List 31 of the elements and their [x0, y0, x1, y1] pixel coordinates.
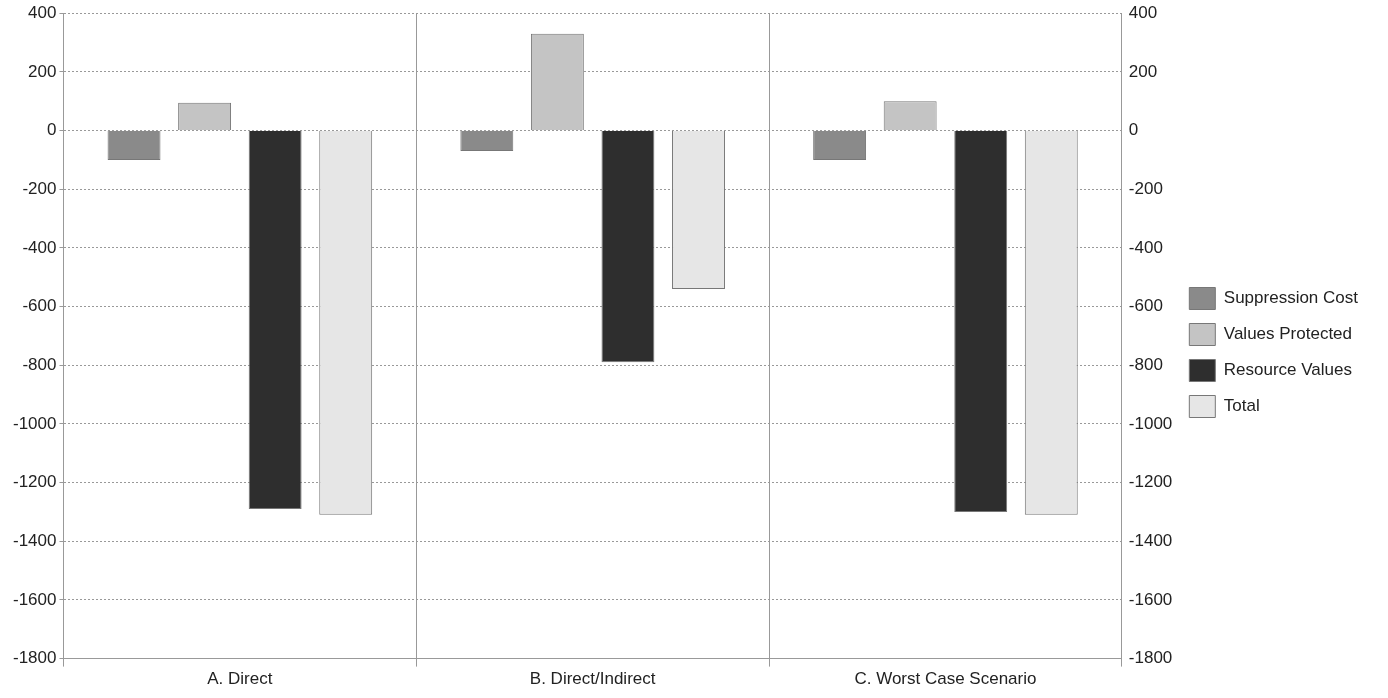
y-tick-label: 200 — [28, 61, 57, 81]
y2-tick-label: -1000 — [1128, 413, 1173, 433]
y-tick-label: 0 — [47, 120, 57, 140]
legend-label: Suppression Cost — [1223, 288, 1359, 308]
legend-label: Total — [1223, 396, 1260, 416]
y-tick-label: 400 — [28, 2, 57, 22]
y2-tick-label: -1800 — [1128, 648, 1173, 668]
y2-tick-label: -200 — [1128, 178, 1163, 198]
y-tick-label: -1400 — [13, 530, 57, 550]
x-tick-label: B. Direct/Indirect — [529, 669, 656, 689]
y2-tick-label: -1200 — [1128, 472, 1173, 492]
y-tick-label: -1800 — [13, 648, 57, 668]
y-tick-label: -600 — [22, 296, 57, 316]
y-tick-label: -1600 — [13, 589, 57, 609]
y-tick-label: -400 — [22, 237, 57, 257]
y2-tick-label: -1400 — [1128, 530, 1173, 550]
y2-tick-label: 200 — [1128, 61, 1158, 81]
y2-tick-label: 0 — [1128, 120, 1139, 140]
y-tick-label: -1000 — [13, 413, 57, 433]
legend-label: Resource Values — [1223, 360, 1353, 380]
y2-tick-label: -400 — [1128, 237, 1163, 257]
y2-tick-label: -800 — [1128, 354, 1163, 374]
y-tick-label: -800 — [22, 354, 57, 374]
x-tick-label: A. Direct — [207, 669, 273, 689]
y-tick-label: -1200 — [13, 472, 57, 492]
x-tick-label: C. Worst Case Scenario — [854, 669, 1037, 689]
legend-label: Values Protected — [1223, 324, 1353, 344]
y2-tick-label: 400 — [1128, 2, 1158, 22]
y2-tick-label: -1600 — [1128, 589, 1173, 609]
y-tick-label: -200 — [22, 178, 57, 198]
y2-tick-label: -600 — [1128, 296, 1163, 316]
